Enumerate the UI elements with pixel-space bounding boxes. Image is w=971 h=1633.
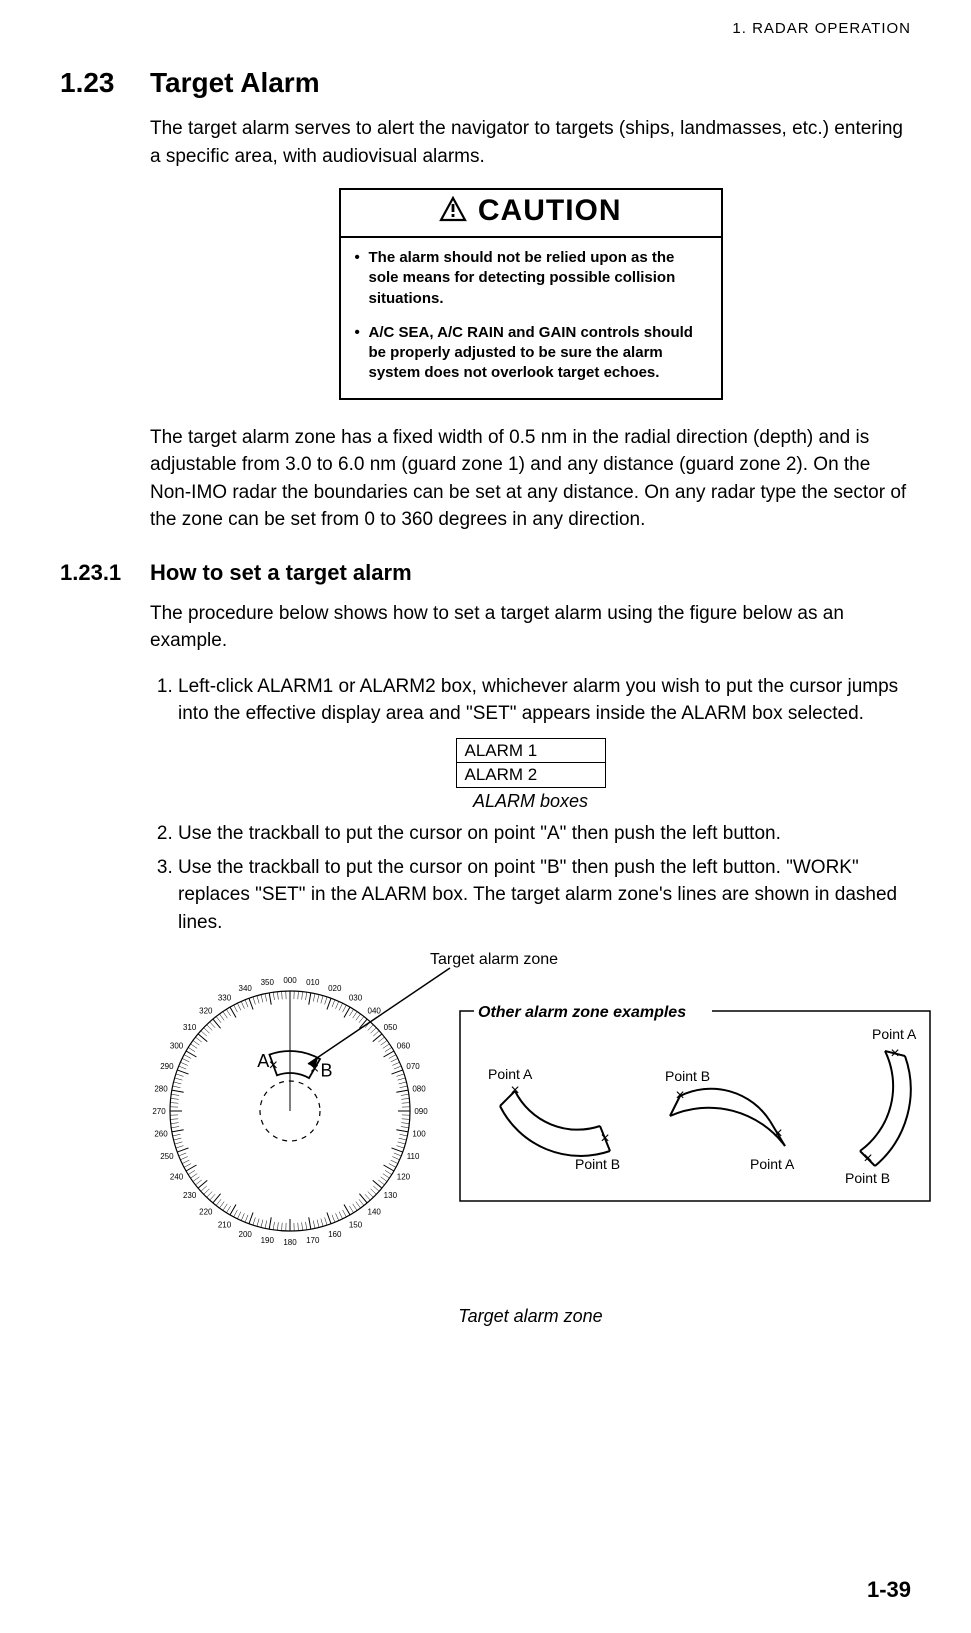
caution-text: The alarm should not be relied upon as t… bbox=[369, 248, 707, 309]
page-number: 1-39 bbox=[867, 1577, 911, 1603]
alarm1-box: ALARM 1 bbox=[456, 738, 606, 764]
alarm-boxes-caption: ALARM boxes bbox=[150, 791, 911, 812]
svg-text:080: 080 bbox=[412, 1084, 426, 1093]
subsection-number: 1.23.1 bbox=[60, 560, 150, 586]
subsection-heading: 1.23.1 How to set a target alarm bbox=[60, 560, 911, 586]
section-number: 1.23 bbox=[60, 67, 150, 99]
svg-text:180: 180 bbox=[283, 1238, 297, 1247]
caution-text: A/C SEA, A/C RAIN and GAIN controls shou… bbox=[369, 323, 707, 384]
callout-line bbox=[308, 968, 450, 1064]
callout-target-alarm-zone: Target alarm zone bbox=[430, 951, 558, 968]
section-title: Target Alarm bbox=[150, 67, 320, 99]
figure-svg: 000 010 020 030 040050 060 070 080 090 100 110 120 1… bbox=[150, 946, 940, 1266]
svg-text:310: 310 bbox=[183, 1023, 197, 1032]
caution-box: CAUTION • The alarm should not be relied… bbox=[339, 188, 723, 400]
svg-text:050: 050 bbox=[384, 1023, 398, 1032]
bullet-icon: • bbox=[355, 323, 369, 384]
target-alarm-figure: 000 010 020 030 040050 060 070 080 090 100 110 120 1… bbox=[150, 946, 911, 1266]
svg-text:330: 330 bbox=[218, 994, 232, 1003]
svg-text:060: 060 bbox=[397, 1042, 411, 1051]
svg-text:000: 000 bbox=[283, 976, 297, 985]
procedure-intro: The procedure below shows how to set a t… bbox=[150, 600, 911, 655]
svg-text:290: 290 bbox=[160, 1062, 174, 1071]
svg-text:110: 110 bbox=[407, 1152, 420, 1161]
svg-text:150: 150 bbox=[349, 1221, 363, 1230]
caution-item: • The alarm should not be relied upon as… bbox=[355, 248, 707, 309]
running-header: 1. RADAR OPERATION bbox=[60, 20, 911, 37]
svg-text:040: 040 bbox=[368, 1007, 382, 1016]
svg-text:220: 220 bbox=[199, 1208, 213, 1217]
zone-paragraph: The target alarm zone has a fixed width … bbox=[150, 424, 911, 534]
svg-text:210: 210 bbox=[218, 1221, 232, 1230]
svg-text:×: × bbox=[890, 1045, 899, 1062]
svg-text:010: 010 bbox=[306, 978, 320, 987]
section-heading: 1.23 Target Alarm bbox=[60, 67, 911, 99]
alarm2-box: ALARM 2 bbox=[456, 762, 606, 788]
caution-item: • A/C SEA, A/C RAIN and GAIN controls sh… bbox=[355, 323, 707, 384]
figure-caption: Target alarm zone bbox=[150, 1306, 911, 1327]
svg-text:090: 090 bbox=[414, 1107, 428, 1116]
caution-header: CAUTION bbox=[341, 190, 721, 238]
svg-text:×: × bbox=[675, 1087, 684, 1104]
svg-text:B: B bbox=[321, 1061, 333, 1081]
alarm-boxes-figure: ALARM 1 ALARM 2 bbox=[456, 738, 606, 789]
svg-text:350: 350 bbox=[261, 978, 275, 987]
other-examples-label: Other alarm zone examples bbox=[478, 1004, 686, 1021]
subsection-title: How to set a target alarm bbox=[150, 560, 412, 586]
procedure-list: Left-click ALARM1 or ALARM2 box, whichev… bbox=[150, 673, 911, 728]
svg-text:×: × bbox=[863, 1150, 872, 1167]
svg-text:130: 130 bbox=[384, 1191, 398, 1200]
svg-text:280: 280 bbox=[154, 1084, 168, 1093]
svg-text:230: 230 bbox=[183, 1191, 197, 1200]
point-b-label: Point B bbox=[665, 1068, 710, 1084]
caution-label: CAUTION bbox=[478, 194, 622, 227]
procedure-step: Use the trackball to put the cursor on p… bbox=[178, 854, 911, 937]
svg-text:140: 140 bbox=[368, 1208, 382, 1217]
warning-triangle-icon bbox=[439, 196, 467, 227]
svg-text:190: 190 bbox=[261, 1236, 275, 1245]
point-a-label: Point A bbox=[750, 1156, 795, 1172]
svg-text:340: 340 bbox=[239, 984, 253, 993]
point-b-label: Point B bbox=[575, 1156, 620, 1172]
procedure-list-cont: Use the trackball to put the cursor on p… bbox=[150, 820, 911, 936]
point-a-label: Point A bbox=[488, 1066, 533, 1082]
procedure-step: Left-click ALARM1 or ALARM2 box, whichev… bbox=[178, 673, 911, 728]
svg-text:320: 320 bbox=[199, 1007, 213, 1016]
svg-text:030: 030 bbox=[349, 994, 363, 1003]
svg-text:250: 250 bbox=[160, 1152, 174, 1161]
bullet-icon: • bbox=[355, 248, 369, 309]
point-b-label: Point B bbox=[845, 1170, 890, 1186]
intro-paragraph: The target alarm serves to alert the nav… bbox=[150, 115, 911, 170]
svg-text:100: 100 bbox=[412, 1130, 426, 1139]
svg-text:200: 200 bbox=[239, 1230, 253, 1239]
svg-text:270: 270 bbox=[152, 1107, 166, 1116]
svg-text:020: 020 bbox=[328, 984, 342, 993]
procedure-step: Use the trackball to put the cursor on p… bbox=[178, 820, 911, 848]
svg-text:260: 260 bbox=[154, 1130, 168, 1139]
svg-text:×: × bbox=[773, 1125, 782, 1142]
svg-text:×: × bbox=[510, 1082, 519, 1099]
svg-text:160: 160 bbox=[328, 1230, 342, 1239]
point-a-label: Point A bbox=[872, 1026, 917, 1042]
other-examples-group: Other alarm zone examples × × Point A Po… bbox=[460, 1003, 930, 1201]
svg-text:×: × bbox=[600, 1130, 609, 1147]
svg-text:300: 300 bbox=[170, 1042, 184, 1051]
svg-text:240: 240 bbox=[170, 1173, 184, 1182]
caution-body: • The alarm should not be relied upon as… bbox=[341, 238, 721, 398]
svg-text:070: 070 bbox=[406, 1062, 420, 1071]
svg-text:×: × bbox=[269, 1057, 278, 1074]
svg-text:A: A bbox=[257, 1051, 269, 1071]
svg-text:170: 170 bbox=[306, 1236, 320, 1245]
svg-text:120: 120 bbox=[397, 1173, 411, 1182]
